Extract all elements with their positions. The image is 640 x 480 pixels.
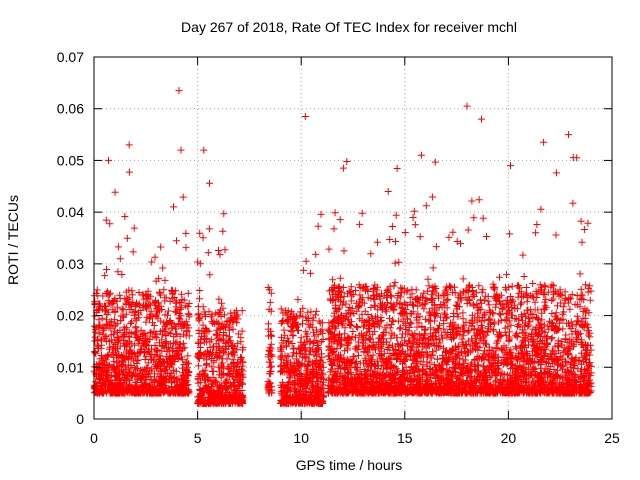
x-axis-label: GPS time / hours xyxy=(296,457,403,473)
x-tick-label: 0 xyxy=(90,430,98,446)
y-axis-label: ROTI / TECUs xyxy=(5,195,21,285)
y-tick-label: 0.06 xyxy=(57,101,84,117)
y-tick-label: 0.07 xyxy=(57,49,84,65)
y-tick-label: 0.03 xyxy=(57,256,84,272)
x-tick-labels: 0 5 10 15 20 25 xyxy=(90,430,620,446)
y-tick-label: 0 xyxy=(76,411,84,427)
x-tick-label: 10 xyxy=(293,430,309,446)
x-tick-label: 25 xyxy=(604,430,620,446)
x-tick-label: 15 xyxy=(397,430,413,446)
plot-frame xyxy=(93,56,613,420)
y-tick-label: 0.02 xyxy=(57,308,84,324)
axis-ticks xyxy=(93,56,613,420)
y-tick-label: 0.01 xyxy=(57,359,84,375)
x-tick-label: 5 xyxy=(194,430,202,446)
y-tick-label: 0.05 xyxy=(57,152,84,168)
data-points xyxy=(90,87,595,407)
y-tick-labels: 0 0.01 0.02 0.03 0.04 0.05 0.06 0.07 xyxy=(57,49,84,427)
x-tick-label: 20 xyxy=(501,430,517,446)
scatter-plus-markers xyxy=(90,87,595,407)
y-tick-label: 0.04 xyxy=(57,204,84,220)
grid-lines xyxy=(94,57,612,419)
chart-title: Day 267 of 2018, Rate Of TEC Index for r… xyxy=(181,19,517,35)
